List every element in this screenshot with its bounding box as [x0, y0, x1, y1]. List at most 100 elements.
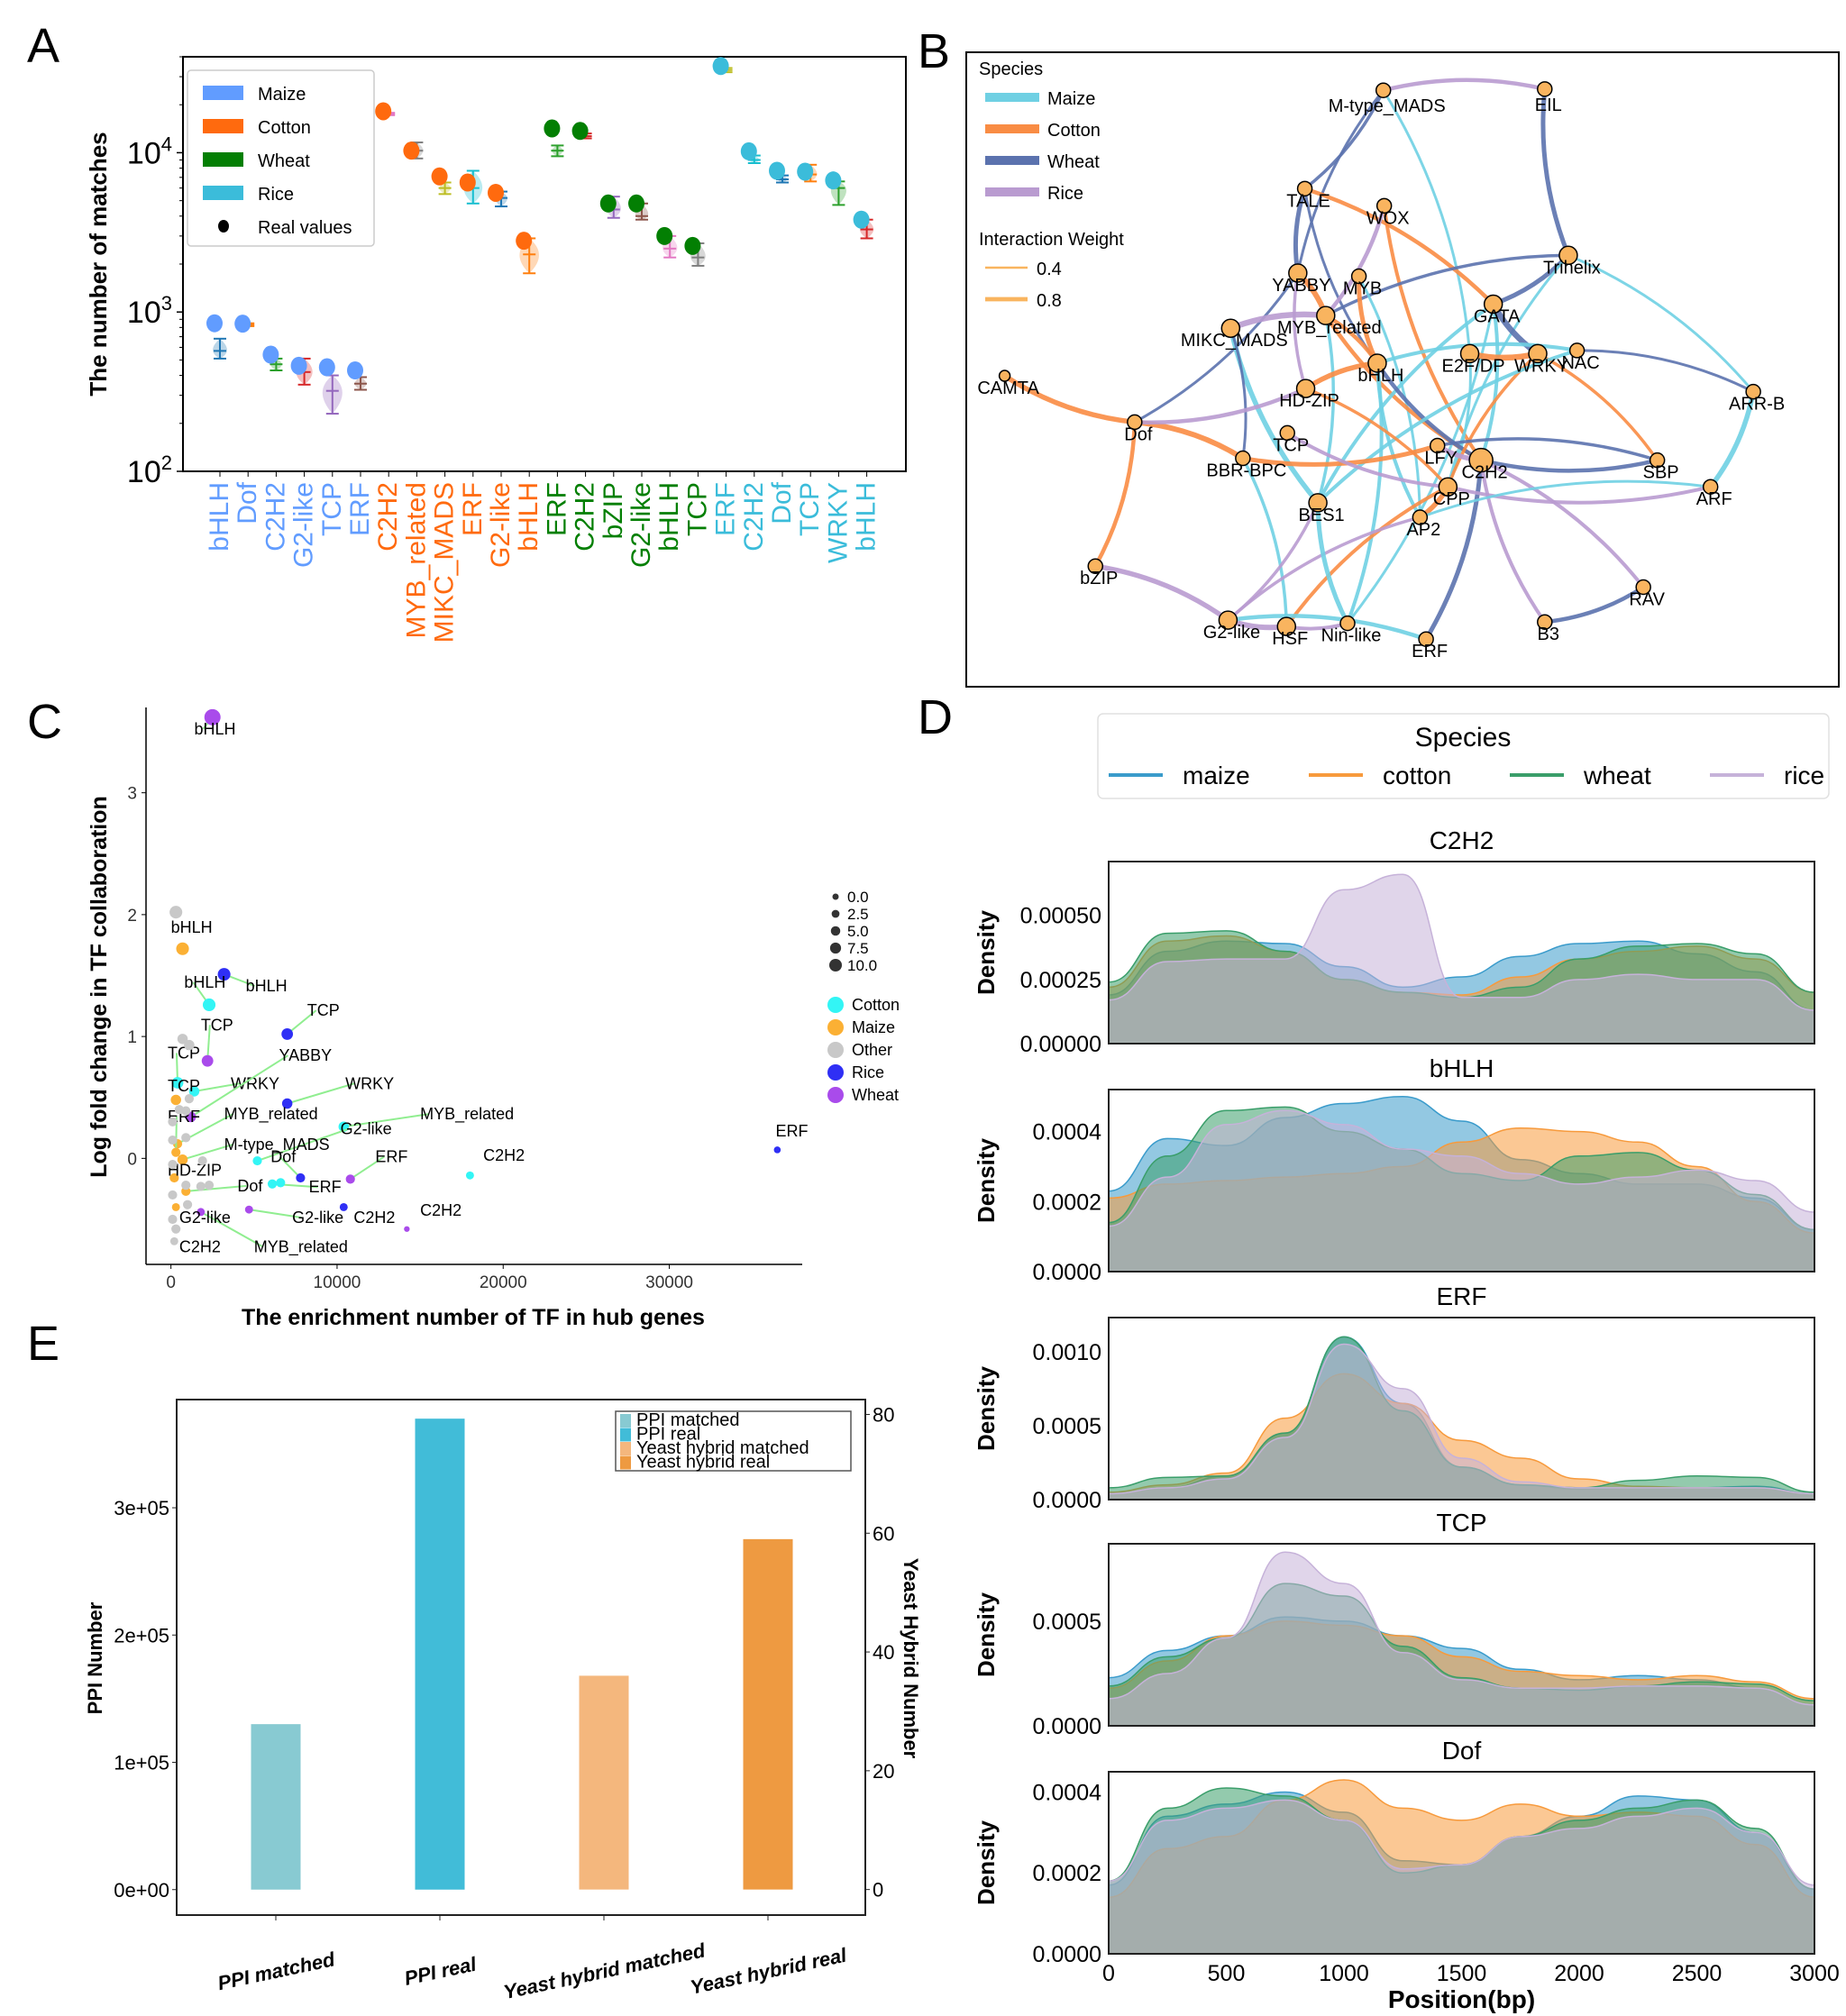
legend-label: Cotton — [258, 118, 311, 138]
network-node-label: bHLH — [1357, 366, 1403, 386]
plot-frame — [176, 1399, 866, 1916]
x-tick-label: G2-like — [626, 482, 656, 568]
network-edge — [1093, 422, 1138, 568]
network-node — [1220, 318, 1241, 338]
x-tick-label: ERF — [542, 482, 571, 536]
panel-letter-e: E — [27, 1317, 60, 1371]
color-legend-label: Rice — [852, 1063, 884, 1081]
density-area — [1108, 1343, 1815, 1501]
scatter-point — [169, 1236, 178, 1245]
network-edge — [1293, 272, 1308, 389]
size-legend-dot — [831, 909, 840, 918]
network-node-label: RAV — [1629, 589, 1665, 609]
network-edge — [1241, 457, 1289, 627]
size-legend-dot — [829, 959, 842, 972]
y-tick-label: 1e+05 — [114, 1752, 169, 1774]
label-leader-line — [186, 1184, 247, 1192]
label-leader-line — [343, 1113, 430, 1128]
network-edge — [1423, 460, 1484, 641]
x-tick-label: 30000 — [645, 1273, 693, 1292]
network-node-label: BES1 — [1299, 506, 1345, 525]
facet-frame — [1108, 1089, 1815, 1273]
size-legend-label: 10.0 — [847, 957, 877, 974]
y-right-tick-label: 20 — [873, 1760, 894, 1783]
y-tick-label: 0.0002 — [1033, 1190, 1101, 1215]
real-value-dot — [234, 315, 251, 333]
real-value-dot — [628, 194, 644, 213]
network-node-label: ARF — [1696, 489, 1732, 509]
network-node — [1649, 452, 1666, 469]
network-edge — [1480, 458, 1645, 588]
scatter-point — [296, 1172, 306, 1183]
x-tick-label: PPI real — [402, 1952, 479, 1989]
network-node — [1459, 343, 1480, 364]
legend-box — [187, 69, 375, 247]
network-node — [1316, 306, 1336, 325]
density-area — [1108, 1551, 1815, 1727]
y-tick-label: 0.0004 — [1033, 1780, 1102, 1805]
real-value-dot — [375, 102, 392, 121]
size-legend-dot — [832, 893, 839, 900]
real-value-dot — [656, 226, 673, 245]
label-leader-line — [200, 1210, 264, 1248]
real-value-dot — [262, 345, 279, 364]
real-value-dot — [206, 314, 223, 333]
x-tick-label: 500 — [1208, 1961, 1246, 1986]
network-edge — [1134, 272, 1300, 424]
network-node — [1296, 180, 1313, 197]
size-legend-dot — [830, 926, 841, 936]
scatter-point — [168, 1214, 178, 1225]
y-tick-label: 0.0000 — [1033, 1488, 1101, 1513]
network-node — [1308, 493, 1328, 513]
x-tick-label: MIKC_MADS — [430, 482, 460, 643]
real-value-dot — [544, 119, 561, 138]
point-label: bHLH — [194, 720, 235, 738]
network-node — [1412, 509, 1429, 525]
density-area — [1108, 1799, 1815, 1955]
network-node-label: CPP — [1433, 489, 1470, 509]
network-frame — [965, 51, 1840, 688]
legend-label: Rice — [258, 185, 294, 205]
x-tick-label: MYB_related — [401, 482, 431, 638]
legend-label: wheat — [1583, 762, 1651, 789]
y-tick-label: 2 — [127, 907, 137, 926]
scatter-point — [168, 1135, 178, 1145]
network-edge — [1316, 315, 1336, 504]
network-edge — [1304, 387, 1449, 488]
facet-frame — [1108, 1543, 1815, 1727]
scatter-point — [281, 1098, 293, 1109]
legend-swatch — [620, 1442, 631, 1455]
legend-swatch — [203, 119, 243, 133]
facet-title: ERF — [1437, 1282, 1487, 1310]
scatter-point — [169, 906, 183, 919]
y-tick-label: 104 — [127, 132, 172, 170]
x-tick-label: 2500 — [1672, 1961, 1723, 1986]
network-node-label: MYB — [1343, 279, 1382, 299]
x-tick-label: C2H2 — [373, 482, 403, 552]
scatter-point — [181, 1181, 191, 1190]
legend-swatch — [985, 93, 1039, 102]
legend-label: Wheat — [258, 151, 310, 171]
point-label: Dof — [270, 1147, 297, 1165]
x-tick-label: 0 — [166, 1273, 176, 1292]
scatter-point — [184, 1093, 195, 1104]
legend-swatch — [620, 1414, 631, 1428]
network-edge — [1382, 205, 1483, 461]
facet-title: Dof — [1442, 1737, 1482, 1765]
scatter-point — [196, 1208, 206, 1217]
point-label: C2H2 — [483, 1146, 525, 1164]
point-label: YABBY — [279, 1046, 332, 1064]
color-legend-label: Wheat — [852, 1086, 899, 1104]
scatter-point — [171, 1224, 181, 1234]
point-label: HD-ZIP — [168, 1161, 222, 1179]
network-node-label: B3 — [1538, 625, 1559, 644]
x-tick-label: TCP — [682, 482, 712, 536]
real-value-dot — [459, 173, 476, 192]
scatter-point — [181, 1106, 191, 1116]
color-legend-dot — [827, 997, 844, 1013]
scatter-point — [171, 1202, 180, 1211]
scatter-point — [182, 1200, 193, 1209]
scatter-point — [171, 1147, 181, 1157]
point-label: bHLH — [184, 973, 225, 991]
scatter-point — [244, 1205, 253, 1214]
